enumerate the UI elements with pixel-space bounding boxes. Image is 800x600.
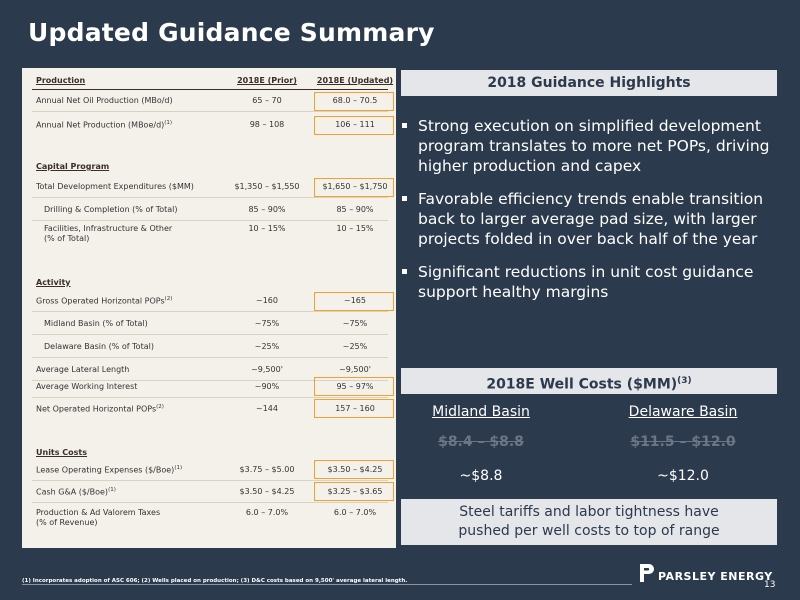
well-costs-header: 2018E Well Costs ($MM)(3)	[401, 368, 777, 394]
midland-new-cost: ~$8.8	[459, 468, 503, 484]
highlight-box	[314, 399, 394, 418]
page-number: 13	[764, 580, 776, 590]
table-row: Total Development Expenditures ($MM) $1,…	[22, 178, 396, 198]
highlight-box	[314, 178, 394, 197]
list-item: Strong execution on simplified developme…	[400, 116, 780, 176]
highlight-box	[314, 292, 394, 311]
midland-old-cost: $8.4 – $8.8	[438, 434, 524, 450]
table-row: Drilling & Completion (% of Total) 85 – …	[22, 201, 396, 221]
list-item: Favorable efficiency trends enable trans…	[400, 189, 780, 249]
section-costs-header: Units Costs	[36, 448, 88, 457]
table-row: Facilities, Infrastructure & Other (% of …	[44, 224, 374, 243]
highlight-box	[314, 377, 394, 396]
table-row: Cash G&A ($/Boe)(1) $3.50 – $4.25 $3.25 …	[22, 483, 396, 503]
list-item: Significant reductions in unit cost guid…	[400, 262, 780, 302]
footer-divider	[22, 584, 632, 585]
highlight-box	[314, 116, 394, 135]
bullet-icon	[402, 196, 407, 201]
delaware-basin-label: Delaware Basin	[628, 404, 738, 420]
table-row: Production & Ad Valorem Taxes (% of Reven…	[36, 508, 377, 527]
table-row: Lease Operating Expenses ($/Boe)(1) $3.7…	[22, 461, 396, 481]
table-row: Midland Basin (% of Total) ~75% ~75%	[22, 315, 396, 335]
highlights-list: Strong execution on simplified developme…	[400, 116, 780, 315]
bullet-icon	[402, 123, 407, 128]
guidance-table: Production 2018E (Prior) 2018E (Updated)…	[22, 68, 396, 548]
logo-text: PARSLEY ENERGY	[658, 570, 773, 583]
table-row: Annual Net Oil Production (MBo/d) 65 – 7…	[22, 92, 396, 112]
highlight-box	[314, 460, 394, 479]
table-row: Annual Net Production (MBoe/d)(1) 98 – 1…	[36, 120, 375, 130]
section-activity-header: Activity	[36, 278, 71, 287]
highlight-box	[314, 92, 394, 111]
table-row: Delaware Basin (% of Total) ~25% ~25%	[22, 338, 396, 358]
table-row: Average Lateral Length ~9,500' ~9,500'	[22, 361, 396, 381]
highlight-box	[314, 482, 394, 501]
well-costs-note: Steel tariffs and labor tightness have p…	[401, 499, 777, 545]
prior-column-header: 2018E (Prior)	[237, 76, 297, 85]
updated-column-header: 2018E (Updated)	[316, 76, 394, 85]
table-row: Average Working Interest ~90% 95 – 97%	[22, 378, 396, 398]
table-header: Production 2018E (Prior) 2018E (Updated)	[22, 72, 396, 92]
midland-basin-label: Midland Basin	[432, 404, 530, 420]
table-row: Net Operated Horizontal POPs(2) ~144 157…	[36, 404, 375, 414]
header-divider	[32, 89, 388, 90]
footnote: (1) Incorporates adoption of ASC 606; (2…	[22, 578, 408, 584]
delaware-old-cost: $11.5 – $12.0	[630, 434, 736, 450]
section-capital-header: Capital Program	[36, 162, 110, 171]
delaware-new-cost: ~$12.0	[657, 468, 709, 484]
highlights-header: 2018 Guidance Highlights	[401, 70, 777, 96]
section-production-header: Production	[36, 76, 86, 85]
parsley-logo-icon	[640, 564, 654, 582]
page-title: Updated Guidance Summary	[28, 18, 435, 47]
bullet-icon	[402, 269, 407, 274]
table-row: Gross Operated Horizontal POPs(2) ~160 ~…	[22, 292, 396, 312]
